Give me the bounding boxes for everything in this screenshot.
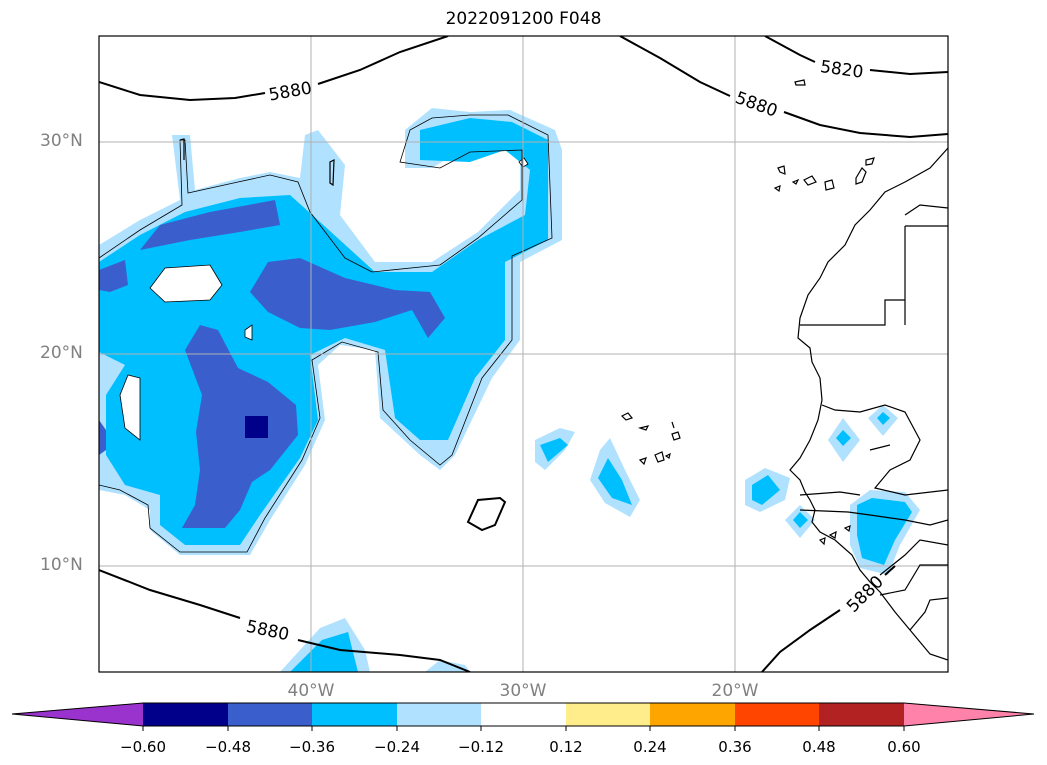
lat-label-10n: 10°N xyxy=(40,555,83,575)
anomaly-outline xyxy=(99,114,553,553)
colorbar-tick-label: 0.60 xyxy=(887,738,921,756)
map-canvas: 5880 5820 5880 5880 5880 xyxy=(99,36,948,672)
cape-verde-islands xyxy=(620,412,681,466)
colorbar-extend-low xyxy=(12,703,143,726)
contour-5880-southeast xyxy=(761,565,896,672)
lon-label-20w: 20°W xyxy=(711,681,759,701)
height-contours xyxy=(99,36,948,672)
colorbar-bin-5 xyxy=(481,703,566,726)
colorbar-tick-label: 0.24 xyxy=(633,738,667,756)
colorbar-ticks xyxy=(142,726,905,731)
coastline-africa-west xyxy=(789,147,948,661)
colorbar-bin-8 xyxy=(735,703,819,726)
anomaly-coast-cyan-5 xyxy=(793,512,808,528)
lon-label-40w: 40°W xyxy=(287,681,335,701)
anomaly-royal-2 xyxy=(99,260,128,292)
anomaly-south-cyan xyxy=(290,632,358,672)
lat-label-20n: 20°N xyxy=(40,343,83,363)
canary-islands xyxy=(773,157,875,193)
lon-label-30w: 30°W xyxy=(499,681,547,701)
colorbar-tick-label: −0.48 xyxy=(205,738,251,756)
colorbar-tick-label: −0.60 xyxy=(120,738,166,756)
colorbar-bin-3 xyxy=(312,703,397,726)
gridlines xyxy=(99,36,948,672)
borders-west-africa xyxy=(799,404,948,631)
anomaly-coast-cyan-4 xyxy=(877,412,890,425)
bijagos-islands xyxy=(818,525,851,546)
anomaly-hole-2 xyxy=(119,374,141,441)
colorbar-tick-label: 0.36 xyxy=(718,738,752,756)
map-frame xyxy=(98,35,949,673)
borders-north-africa xyxy=(800,204,948,326)
contour-5880-north-2 xyxy=(619,36,948,139)
anomaly-south-light-2 xyxy=(425,660,470,672)
anomaly-coast-cyan-3 xyxy=(836,430,851,446)
anomaly-fill-royal-blue xyxy=(99,200,445,528)
colorbar-bin-2 xyxy=(228,703,312,726)
contour-5820 xyxy=(764,36,948,76)
anomaly-hole-3 xyxy=(244,324,253,341)
colorbar xyxy=(11,702,1035,731)
anomaly-holes xyxy=(119,157,529,441)
colorbar-bin-4 xyxy=(397,703,481,726)
colorbar-bin-7 xyxy=(650,703,735,726)
colorbar-tick-label: 0.12 xyxy=(549,738,583,756)
lat-label-30n: 30°N xyxy=(40,131,83,151)
map-title: 2022091200 F048 xyxy=(445,9,602,29)
colorbar-bin-6 xyxy=(566,703,650,726)
colorbar-tick-label: 0.48 xyxy=(802,738,836,756)
colorbar-tick-label: −0.36 xyxy=(289,738,335,756)
anomaly-royal-4 xyxy=(182,325,298,528)
colorbar-tick-label: −0.12 xyxy=(458,738,504,756)
small-contours xyxy=(179,138,335,187)
anomaly-fill-navy-core xyxy=(245,416,268,438)
colorbar-extend-high xyxy=(904,703,1034,726)
madeira-island xyxy=(794,79,806,86)
anomaly-hole-1 xyxy=(149,264,223,303)
contour-5880-north-1 xyxy=(99,36,449,102)
anomaly-royal-5 xyxy=(99,420,106,455)
contour-closed-small xyxy=(466,496,507,532)
anomaly-island-cyan-2 xyxy=(598,458,632,505)
anomaly-island-cyan-1 xyxy=(540,438,568,462)
anomaly-coast-cyan-1 xyxy=(752,475,780,505)
colorbar-tick-label: −0.24 xyxy=(374,738,420,756)
coastlines xyxy=(179,79,948,661)
colorbar-bin-1 xyxy=(143,703,228,726)
anomaly-royal-1 xyxy=(140,200,280,250)
colorbar-bin-9 xyxy=(819,703,904,726)
anomaly-royal-3 xyxy=(250,258,445,338)
contour-5880-south xyxy=(99,569,471,672)
